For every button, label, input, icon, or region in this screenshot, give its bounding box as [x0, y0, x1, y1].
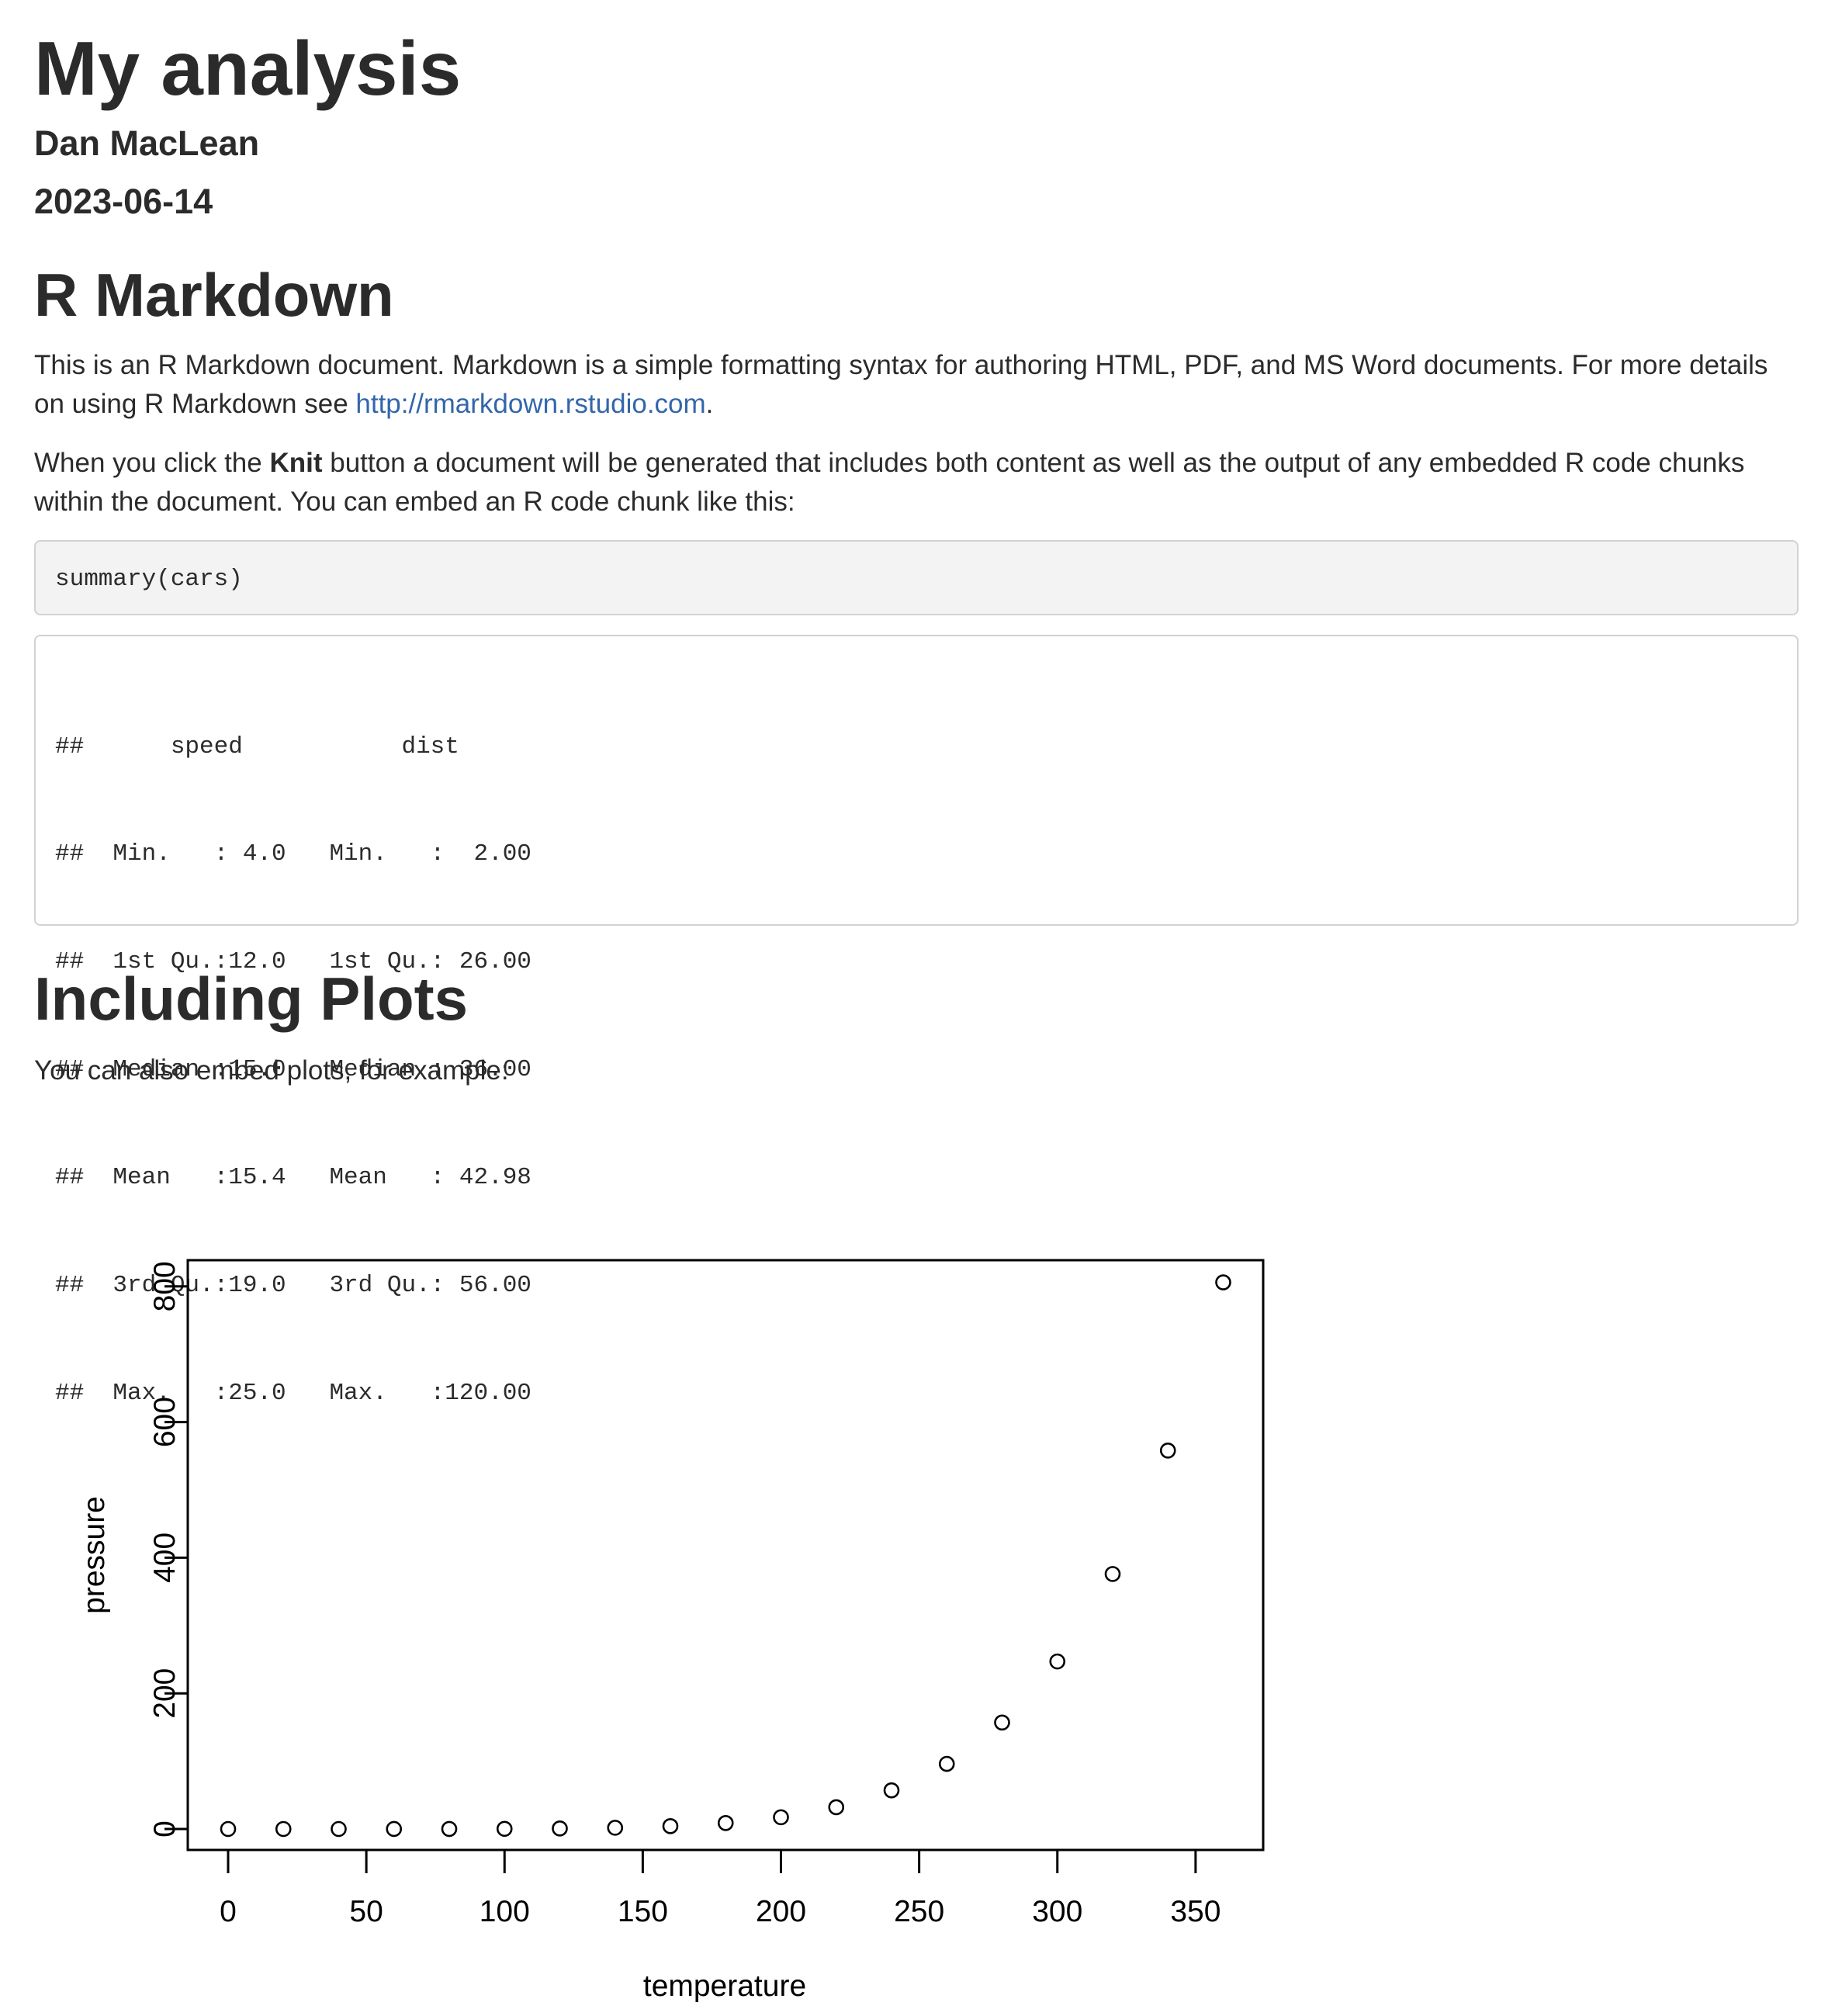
- knit-paragraph: When you click the Knit button a documen…: [34, 444, 1802, 521]
- data-point: [496, 1820, 513, 1838]
- data-point: [717, 1815, 734, 1831]
- knit-bold: Knit: [269, 448, 323, 478]
- x-tick-label: 300: [1032, 1895, 1082, 1928]
- output-line: ## Median :15.0 Median : 36.00: [55, 1056, 561, 1084]
- data-point: [773, 1809, 789, 1826]
- plots-paragraph: You can also embed plots, for example:: [34, 1055, 509, 1086]
- x-axis-label: temperature: [643, 1969, 806, 2003]
- data-point: [331, 1820, 347, 1838]
- x-tick-label: 150: [618, 1895, 668, 1928]
- data-point: [1159, 1443, 1176, 1459]
- x-tick-label: 200: [756, 1895, 806, 1928]
- y-tick-label: 600: [148, 1397, 182, 1447]
- intro-paragraph: This is an R Markdown document. Markdown…: [34, 346, 1802, 424]
- x-tick-label: 350: [1170, 1895, 1220, 1928]
- x-tick-label: 100: [480, 1895, 530, 1928]
- y-axis-label: pressure: [78, 1496, 111, 1614]
- data-point: [828, 1799, 845, 1816]
- code-chunk: summary(cars): [34, 540, 1799, 615]
- document-author: Dan MacLean: [34, 123, 260, 163]
- y-tick-label: 200: [148, 1668, 182, 1719]
- code-output: ## speed dist ## Min. : 4.0 Min. : 2.00 …: [34, 635, 1799, 1407]
- plot-frame: [186, 1259, 1265, 1851]
- y-axis: 0 200 400 600 800: [148, 1261, 189, 1838]
- rmarkdown-link[interactable]: http://rmarkdown.rstudio.com: [355, 389, 706, 419]
- x-tick-label: 250: [894, 1895, 944, 1928]
- document-date: 2023-06-14: [34, 182, 213, 221]
- intro-text: This is an R Markdown document. Markdown…: [34, 350, 1768, 419]
- data-point: [1104, 1566, 1121, 1582]
- x-axis: 0 50 100 150 200 250 300 350: [220, 1848, 1220, 1928]
- data-point: [441, 1820, 458, 1838]
- output-line: ## Min. : 4.0 Min. : 2.00: [55, 840, 561, 868]
- y-tick-label: 400: [148, 1533, 182, 1583]
- data-point: [994, 1714, 1010, 1731]
- data-point: [938, 1755, 955, 1772]
- intro-end: .: [705, 389, 714, 419]
- data-points: [220, 1274, 1231, 1838]
- output-line: ## Max. :25.0 Max. :120.00: [55, 1379, 561, 1407]
- output-line: ## 3rd Qu.:19.0 3rd Qu.: 56.00: [55, 1272, 561, 1300]
- data-point: [883, 1782, 900, 1799]
- section-heading-r-markdown: R Markdown: [34, 261, 394, 329]
- data-point: [607, 1820, 624, 1836]
- output-line: ## Mean :15.4 Mean : 42.98: [55, 1164, 561, 1192]
- output-line: ## 1st Qu.:12.0 1st Qu.: 26.00: [55, 948, 561, 976]
- x-tick-label: 50: [349, 1895, 383, 1928]
- x-tick-label: 0: [220, 1895, 237, 1928]
- section-heading-including-plots: Including Plots: [34, 965, 468, 1033]
- data-point: [220, 1820, 237, 1838]
- data-point: [275, 1820, 292, 1838]
- y-tick-label: 0: [148, 1820, 182, 1838]
- output-line: ## speed dist: [55, 733, 561, 760]
- data-point: [1049, 1653, 1066, 1670]
- y-tick-label: 800: [148, 1261, 182, 1311]
- pressure-scatter-plot: 0 50 100 150 200 250 300 350 0 200 400 600 800 temp…: [78, 1259, 1265, 2003]
- data-point: [1215, 1274, 1231, 1290]
- data-point: [386, 1820, 403, 1838]
- data-point: [662, 1818, 679, 1834]
- knit-text-start: When you click the: [34, 448, 270, 478]
- data-point: [552, 1820, 568, 1837]
- knit-text-end: button a document will be generated that…: [34, 448, 1745, 517]
- document-title: My analysis: [34, 26, 462, 111]
